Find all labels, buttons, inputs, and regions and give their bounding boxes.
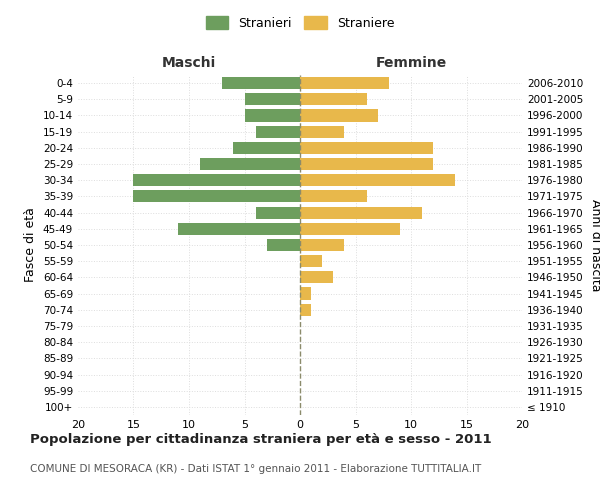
Bar xyxy=(300,77,389,89)
Bar xyxy=(300,142,433,154)
Bar xyxy=(223,77,300,89)
Bar xyxy=(300,190,367,202)
Bar xyxy=(300,255,322,268)
Bar xyxy=(300,272,334,283)
Text: Popolazione per cittadinanza straniera per età e sesso - 2011: Popolazione per cittadinanza straniera p… xyxy=(30,432,491,446)
Legend: Stranieri, Straniere: Stranieri, Straniere xyxy=(201,11,399,35)
Text: Femmine: Femmine xyxy=(376,56,446,70)
Bar xyxy=(133,174,300,186)
Bar xyxy=(200,158,300,170)
Bar xyxy=(233,142,300,154)
Bar xyxy=(300,110,378,122)
Y-axis label: Fasce di età: Fasce di età xyxy=(25,208,37,282)
Bar xyxy=(300,206,422,218)
Bar xyxy=(300,93,367,106)
Text: Maschi: Maschi xyxy=(162,56,216,70)
Bar xyxy=(245,93,300,106)
Bar xyxy=(300,158,433,170)
Bar xyxy=(300,174,455,186)
Bar xyxy=(300,304,311,316)
Bar xyxy=(178,222,300,235)
Bar xyxy=(267,239,300,251)
Bar xyxy=(300,126,344,138)
Text: COMUNE DI MESORACA (KR) - Dati ISTAT 1° gennaio 2011 - Elaborazione TUTTITALIA.I: COMUNE DI MESORACA (KR) - Dati ISTAT 1° … xyxy=(30,464,481,474)
Bar xyxy=(245,110,300,122)
Bar xyxy=(133,190,300,202)
Bar xyxy=(300,288,311,300)
Bar xyxy=(300,239,344,251)
Y-axis label: Anni di nascita: Anni di nascita xyxy=(589,198,600,291)
Bar xyxy=(256,126,300,138)
Bar xyxy=(300,222,400,235)
Bar xyxy=(256,206,300,218)
